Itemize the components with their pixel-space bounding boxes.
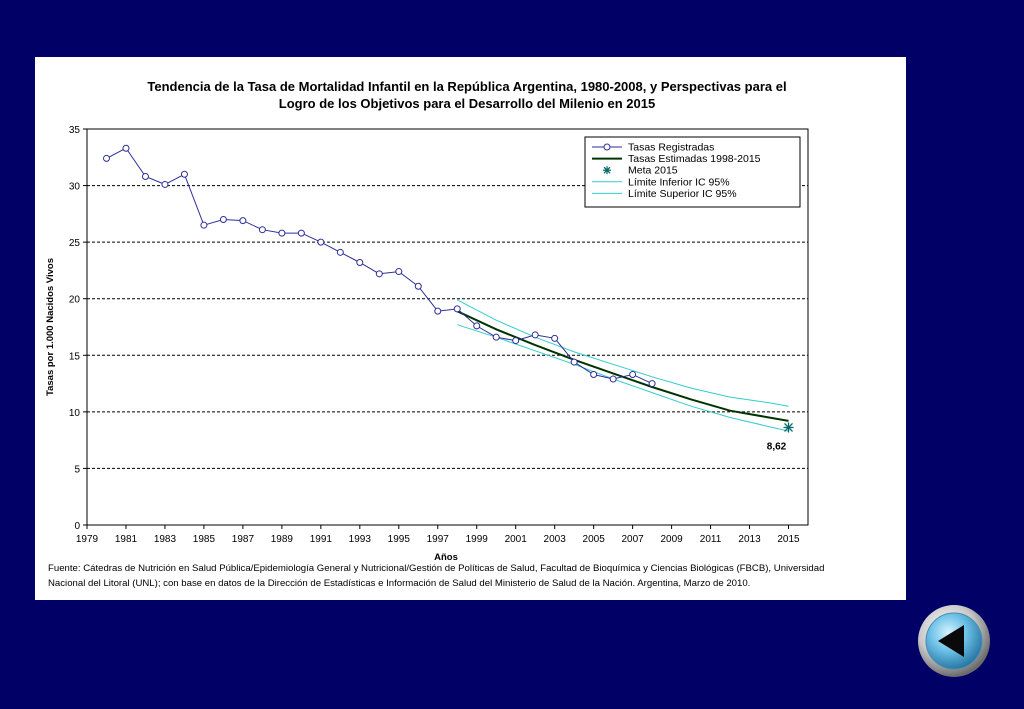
legend-item-3: Límite Inferior IC 95% bbox=[592, 176, 730, 188]
data-point-registradas-2003 bbox=[551, 334, 559, 342]
x-tick-label-17: 2013 bbox=[738, 534, 761, 545]
x-tick-label-14: 2007 bbox=[621, 534, 644, 545]
data-point-registradas-2001 bbox=[512, 337, 520, 345]
data-point-registradas-1990 bbox=[297, 229, 305, 237]
x-tick-label-0: 1979 bbox=[76, 534, 99, 545]
x-tick-label-3: 1985 bbox=[193, 534, 216, 545]
plot-area bbox=[86, 128, 809, 526]
x-tick-label-5: 1989 bbox=[271, 534, 294, 545]
x-axis-label: Años bbox=[434, 552, 458, 563]
y-axis-label: Tasas por 1.000 Nacidos Vivos bbox=[45, 258, 56, 396]
x-tick-label-2: 1983 bbox=[154, 534, 177, 545]
data-point-registradas-2004 bbox=[570, 358, 578, 366]
data-point-registradas-1980 bbox=[102, 154, 110, 162]
x-tick-label-6: 1991 bbox=[310, 534, 333, 545]
legend-label-4: Límite Superior IC 95% bbox=[628, 188, 737, 200]
data-point-registradas-1992 bbox=[336, 248, 344, 256]
y-tick-label-2: 10 bbox=[69, 408, 81, 419]
chart-title-line-2: Logro de los Objetivos para el Desarroll… bbox=[279, 96, 655, 111]
source-line-1: Fuente: Cátedras de Nutrición en Salud P… bbox=[48, 563, 825, 574]
legend-label-0: Tasas Registradas bbox=[628, 142, 714, 154]
meta-star-stroke-3 bbox=[784, 423, 793, 432]
series-line-limite-superior bbox=[456, 299, 789, 407]
data-point-registradas-1984 bbox=[180, 170, 188, 178]
data-point-registradas-1999 bbox=[473, 322, 481, 330]
y-tick-label-3: 15 bbox=[69, 351, 81, 362]
data-point-registradas-1995 bbox=[395, 268, 403, 276]
meta-2015-marker bbox=[783, 422, 794, 433]
series-layer: 8,62 bbox=[102, 144, 794, 452]
back-button[interactable] bbox=[916, 603, 992, 679]
y-tick-label-4: 20 bbox=[69, 295, 81, 306]
source-line-2: Nacional del Litoral (UNL); con base en … bbox=[48, 578, 751, 589]
data-point-registradas-1982 bbox=[141, 173, 149, 181]
chart-title-line-1: Tendencia de la Tasa de Mortalidad Infan… bbox=[147, 79, 786, 94]
legend-item-0: Tasas Registradas bbox=[592, 142, 714, 154]
y-tick-label-7: 35 bbox=[69, 125, 81, 136]
data-point-registradas-2000 bbox=[492, 333, 500, 341]
meta-2015-label: 8,62 bbox=[767, 441, 787, 452]
x-tick-label-7: 1993 bbox=[349, 534, 372, 545]
x-tick-label-11: 2001 bbox=[505, 534, 528, 545]
legend-item-1: Tasas Estimadas 1998-2015 bbox=[592, 153, 761, 165]
data-point-registradas-1989 bbox=[278, 229, 286, 237]
back-arrow-icon bbox=[918, 605, 990, 677]
data-point-registradas-1983 bbox=[161, 180, 169, 188]
data-point-registradas-1997 bbox=[434, 307, 442, 315]
y-tick-label-1: 5 bbox=[74, 464, 80, 475]
data-point-registradas-2006 bbox=[609, 375, 617, 383]
x-tick-label-12: 2003 bbox=[544, 534, 567, 545]
data-point-registradas-1987 bbox=[239, 217, 247, 225]
legend-box bbox=[584, 136, 801, 208]
legend-swatch-marker-0 bbox=[603, 143, 611, 151]
x-tick-label-16: 2011 bbox=[700, 534, 722, 545]
data-point-registradas-1985 bbox=[200, 221, 208, 229]
data-point-registradas-2005 bbox=[590, 371, 598, 379]
x-tick-label-9: 1997 bbox=[427, 534, 450, 545]
legend-item-2: Meta 2015 bbox=[603, 165, 678, 177]
chart-panel: Tendencia de la Tasa de Mortalidad Infan… bbox=[35, 57, 906, 600]
data-point-registradas-1996 bbox=[414, 282, 422, 290]
data-point-registradas-2002 bbox=[531, 331, 539, 339]
legend-label-2: Meta 2015 bbox=[628, 165, 678, 177]
chart-svg: Tendencia de la Tasa de Mortalidad Infan… bbox=[45, 79, 809, 563]
x-tick-label-15: 2009 bbox=[660, 534, 683, 545]
series-line-tasas-estimadas bbox=[456, 310, 789, 422]
legend-label-1: Tasas Estimadas 1998-2015 bbox=[628, 153, 761, 165]
y-tick-label-6: 30 bbox=[69, 182, 81, 193]
legend-item-4: Límite Superior IC 95% bbox=[592, 188, 737, 200]
y-tick-label-0: 0 bbox=[74, 521, 80, 532]
grid-layer bbox=[87, 185, 808, 469]
data-point-registradas-2007 bbox=[629, 371, 637, 379]
data-point-registradas-1998 bbox=[453, 305, 461, 313]
series-line-tasas-registradas bbox=[106, 147, 653, 385]
data-point-registradas-1988 bbox=[258, 226, 266, 234]
y-tick-label-5: 25 bbox=[69, 238, 81, 249]
data-point-registradas-1994 bbox=[375, 270, 383, 278]
x-tick-label-1: 1981 bbox=[115, 534, 138, 545]
ticks-layer: 0 5 10 15 20 25 30 35 1979 1981 1983 1985 1987 1989 19… bbox=[69, 125, 800, 545]
x-tick-label-18: 2015 bbox=[777, 534, 800, 545]
data-point-registradas-1986 bbox=[219, 216, 227, 224]
data-point-registradas-1991 bbox=[317, 238, 325, 246]
series-line-limite-inferior bbox=[457, 324, 789, 432]
x-tick-label-10: 1999 bbox=[466, 534, 489, 545]
source-note: Fuente: Cátedras de Nutrición en Salud P… bbox=[48, 561, 898, 591]
data-point-registradas-1981 bbox=[122, 144, 130, 152]
x-tick-label-13: 2005 bbox=[583, 534, 606, 545]
legend-swatch-star-3 bbox=[603, 166, 611, 174]
x-tick-label-4: 1987 bbox=[232, 534, 255, 545]
legend-label-3: Límite Inferior IC 95% bbox=[628, 176, 730, 188]
x-tick-label-8: 1995 bbox=[388, 534, 411, 545]
data-point-registradas-1993 bbox=[356, 259, 364, 267]
data-point-registradas-2008 bbox=[648, 380, 656, 388]
